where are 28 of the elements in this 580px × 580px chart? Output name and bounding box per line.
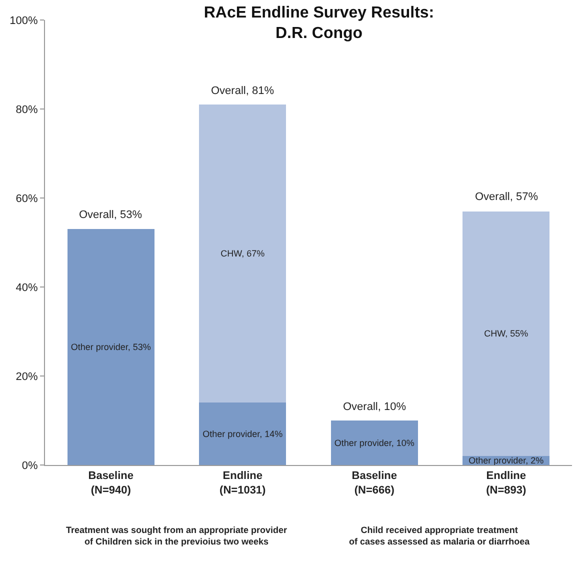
- chart-title: RAcE Endline Survey Results: D.R. Congo: [204, 4, 434, 42]
- bar: [67, 229, 154, 465]
- x-tick-label: Endline (N=1031): [220, 470, 266, 496]
- y-tick-label: 100%: [10, 14, 38, 27]
- bar: [462, 211, 550, 456]
- y-tick-label: 60%: [16, 192, 38, 205]
- y-tick-label: 80%: [16, 104, 38, 116]
- x-tick-label: Baseline (N=940): [88, 470, 134, 496]
- total-label: Overall, 53%: [79, 209, 142, 221]
- data-label: Other provider, 10%: [334, 438, 414, 448]
- data-label: Other provider, 2%: [468, 456, 544, 466]
- total-label: Overall, 57%: [475, 191, 538, 203]
- bar: [330, 420, 418, 465]
- y-tick-label: 20%: [16, 370, 38, 383]
- data-label: Other provider, 53%: [70, 342, 151, 352]
- text: Treatment was sought from an appropriate provider of Children sick in the previoius two weeks: [66, 525, 288, 547]
- y-tick-label: 0%: [22, 460, 38, 472]
- data-label: Other provider, 14%: [202, 428, 283, 439]
- x-tick-label: Endline (N=893): [486, 470, 526, 496]
- bar: [199, 402, 286, 465]
- data-label: CHW, 67%: [220, 248, 265, 259]
- x-tick-label: Baseline (N=666): [352, 470, 398, 496]
- text: Child received appropriate treatment of cases assessed as malaria or diarrhoea: [349, 525, 531, 547]
- bar: [199, 104, 286, 403]
- total-label: Overall, 10%: [343, 401, 406, 413]
- total-label: Overall, 81%: [211, 85, 274, 97]
- y-tick-label: 40%: [16, 282, 38, 294]
- data-label: CHW, 55%: [484, 328, 528, 339]
